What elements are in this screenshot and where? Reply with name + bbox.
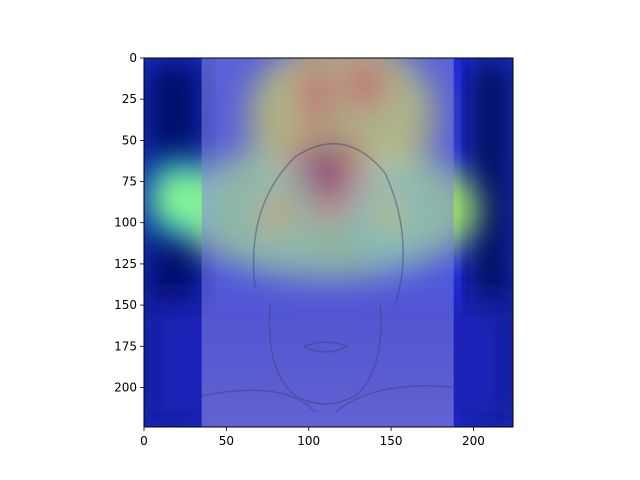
y-tick-label: 0 — [129, 51, 137, 65]
y-axis-ticks: 0 25 50 75 100 125 150 175 200 — [114, 51, 144, 394]
heat-spot-5-2 — [160, 175, 194, 221]
x-tick-label: 150 — [380, 434, 403, 448]
y-tick-label: 175 — [114, 339, 137, 353]
y-tick-label: 100 — [114, 216, 137, 230]
x-tick-label: 200 — [462, 434, 485, 448]
y-tick-label: 200 — [114, 380, 137, 394]
portrait-hair-outline — [252, 143, 404, 306]
photo-overlay — [201, 58, 454, 427]
y-tick-label: 75 — [122, 175, 137, 189]
y-tick-label: 25 — [122, 92, 137, 106]
x-tick-label: 50 — [219, 434, 234, 448]
portrait-neck-line — [201, 385, 454, 413]
y-tick-label: 125 — [114, 257, 137, 271]
x-tick-label: 100 — [297, 434, 320, 448]
portrait-face-outline — [268, 305, 382, 405]
portrait-lips — [302, 341, 350, 353]
x-tick-label: 0 — [140, 434, 148, 448]
x-axis-ticks: 0 50 100 150 200 — [140, 427, 485, 448]
y-tick-label: 150 — [114, 298, 137, 312]
portrait-silhouette — [201, 143, 454, 413]
axes-frame — [143, 57, 514, 428]
y-tick-label: 50 — [122, 133, 137, 147]
heatmap-axes: 0 50 100 150 200 0 25 50 75 100 125 150 175 200 — [114, 51, 514, 448]
